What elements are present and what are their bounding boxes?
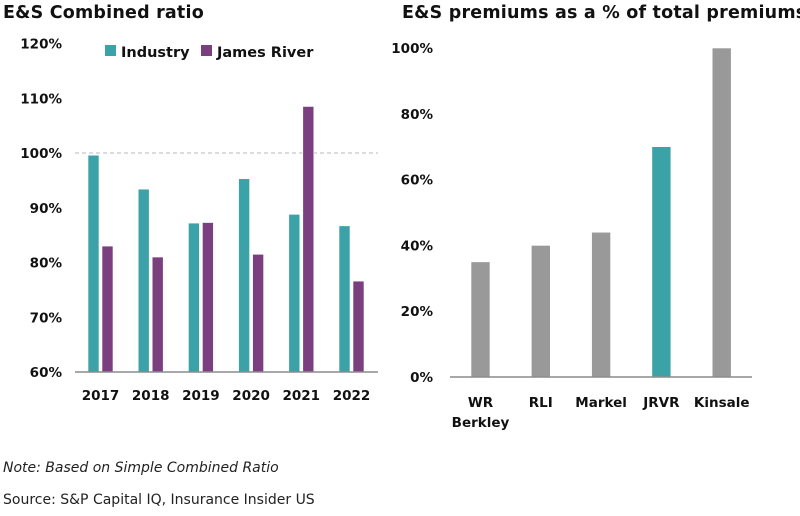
bar-industry-2017 [87,154,100,373]
y-tick-label: 40% [401,238,434,254]
legend-swatch-james-river [201,45,212,56]
x-tick-label: WR [468,395,494,411]
bar-wr-berkley [470,261,491,378]
bar-james-river-2019 [202,222,214,373]
x-tick-label: Markel [575,395,627,411]
bar-industry-2019 [188,222,200,373]
legend-swatch-industry [105,45,116,56]
bar-industry-2018 [137,188,150,373]
x-tick-label: 2021 [283,388,321,404]
source-note: Source: S&P Capital IQ, Insurance Inside… [3,492,315,508]
left-chart-title: E&S Combined ratio [3,3,204,23]
bar-james-river-2021 [302,106,315,373]
bar-james-river-2018 [151,256,164,373]
y-tick-label: 60% [401,173,434,189]
y-tick-label: 70% [30,310,63,326]
y-tick-label: 120% [20,37,62,53]
y-tick-label: 110% [20,91,62,107]
y-tick-label: 0% [410,370,433,386]
bar-kinsale [711,47,732,378]
y-tick-label: 80% [401,107,434,123]
y-tick-label: 80% [30,256,63,272]
y-tick-label: 100% [391,41,433,57]
bar-industry-2020 [238,178,250,373]
legend-label: Industry [121,45,190,61]
x-tick-label: 2017 [82,388,120,404]
bar-industry-2021 [288,214,301,373]
legend-label: James River [216,45,314,61]
x-tick-label: 2022 [333,388,371,404]
x-tick-label: JRVR [642,395,680,411]
bar-james-river-2017 [101,245,114,373]
bar-industry-2022 [338,225,351,373]
x-tick-label: Kinsale [694,395,750,411]
bar-james-river-2020 [252,253,264,373]
footnote: Note: Based on Simple Combined Ratio [3,460,279,476]
x-tick-label: 2019 [182,388,220,404]
y-tick-label: 100% [20,146,62,162]
x-tick-label: 2018 [132,388,170,404]
x-tick-label: RLI [529,395,553,411]
y-tick-label: 90% [30,201,63,217]
bar-james-river-2022 [352,280,365,373]
y-tick-label: 20% [401,304,434,320]
bar-rli [530,245,551,378]
y-tick-label: 60% [30,365,63,381]
bar-markel [591,231,611,378]
right-chart-title: E&S premiums as a % of total premiums [402,3,800,23]
bar-jrvr [651,146,672,378]
x-tick-label: Berkley [452,415,510,431]
x-tick-label: 2020 [232,388,270,404]
